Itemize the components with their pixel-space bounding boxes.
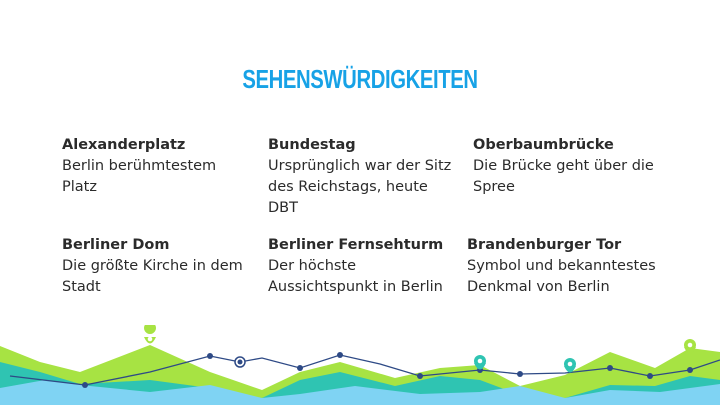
sight-name: Berliner Fernsehturm — [268, 237, 444, 253]
sight-brandenburger-tor: Brandenburger Tor Symbol und bekannteste… — [467, 235, 667, 298]
sight-name: Alexanderplatz — [62, 137, 186, 153]
sight-description: Die Brücke geht über die Spree — [473, 158, 654, 195]
sight-description: Ursprünglich war der Sitz des Reichstags… — [268, 158, 452, 216]
blue-waves — [0, 380, 720, 405]
sight-description: Die größte Kirche in dem Stadt — [62, 258, 243, 295]
route-line — [9, 354, 720, 386]
map-pin-icon — [564, 358, 576, 373]
sight-fernsehturm: Berliner Fernsehturm Der höchste Aussich… — [268, 235, 468, 298]
slide-title: SEHENSWÜRDIGKEITEN — [242, 64, 478, 94]
sight-alexanderplatz: Alexanderplatz Berlin berühmtestem Platz — [62, 135, 252, 198]
map-pin-icon — [474, 355, 486, 370]
sight-name: Oberbaumbrücke — [473, 137, 614, 153]
decorative-landscape-graphic — [0, 325, 720, 405]
map-pin-icon — [684, 339, 696, 354]
sight-berliner-dom: Berliner Dom Die größte Kirche in dem St… — [62, 235, 252, 298]
sight-name: Bundestag — [268, 137, 356, 153]
sight-description: Berlin berühmtestem Platz — [62, 158, 217, 195]
sight-name: Berliner Dom — [62, 237, 170, 253]
sight-oberbaumbruecke: Oberbaumbrücke Die Brücke geht über die … — [473, 135, 663, 198]
sight-name: Brandenburger Tor — [467, 237, 622, 253]
sight-description: Symbol und bekanntestes Denkmal von Berl… — [467, 258, 656, 295]
sight-bundestag: Bundestag Ursprünglich war der Sitz des … — [268, 135, 458, 219]
map-pin-icon — [144, 325, 156, 344]
sight-description: Der höchste Aussichtspunkt in Berlin — [268, 258, 443, 295]
